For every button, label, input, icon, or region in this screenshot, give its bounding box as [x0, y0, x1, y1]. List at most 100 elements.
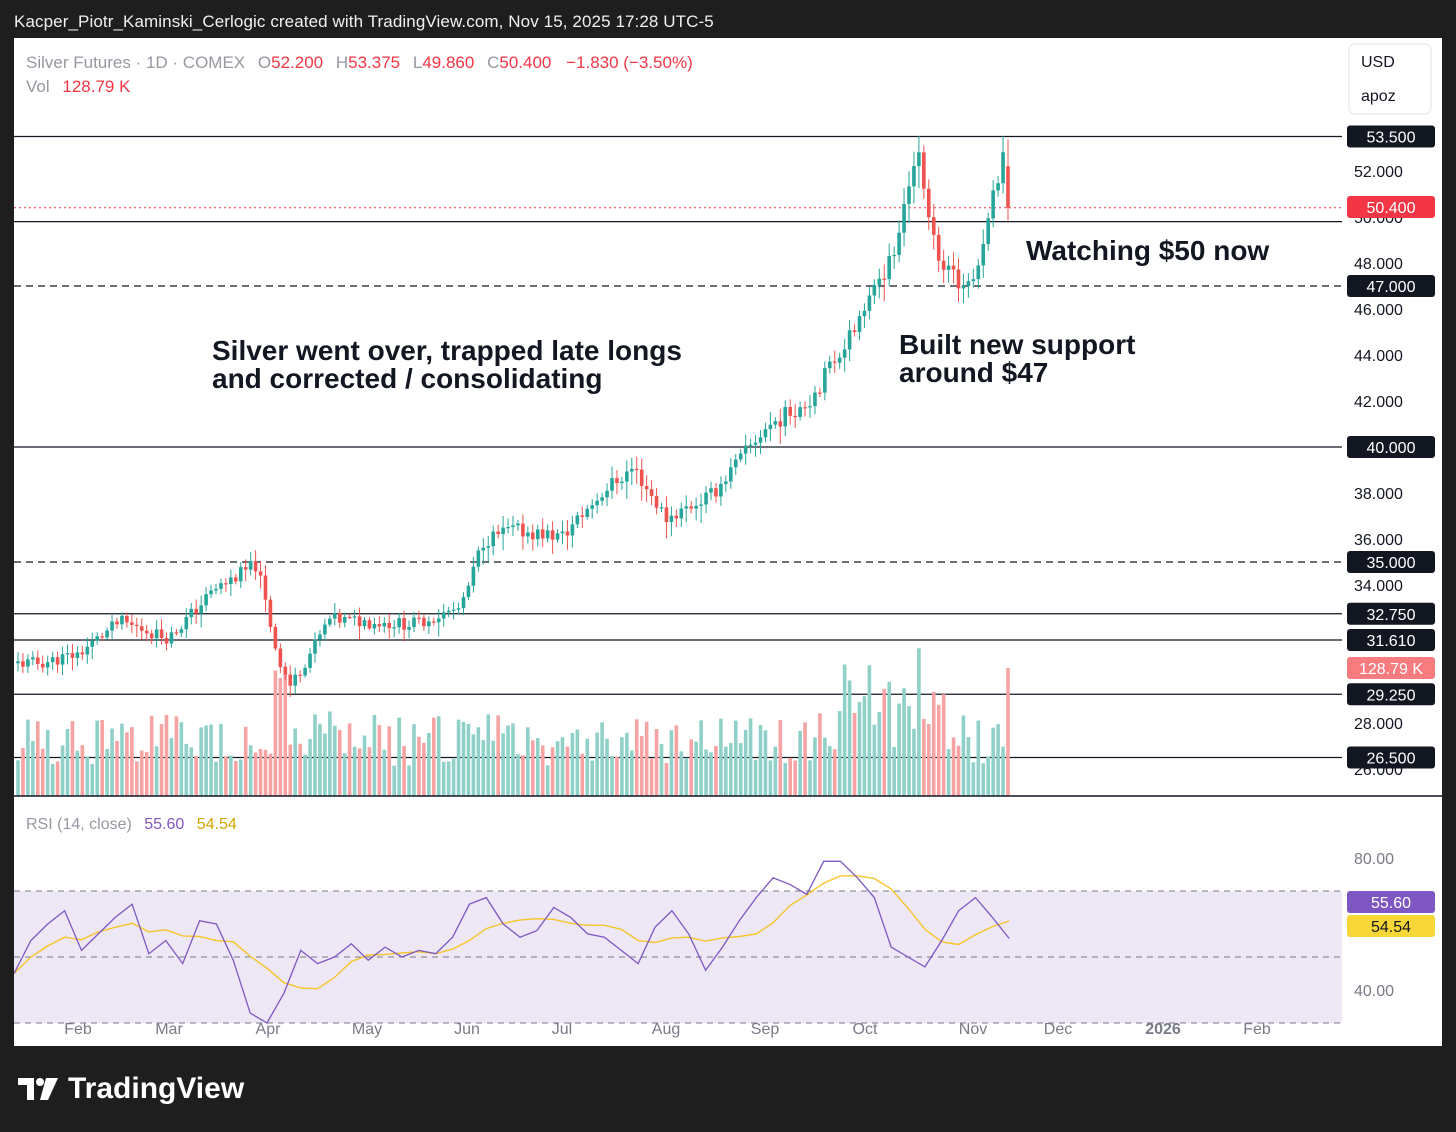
candle-body [892, 254, 896, 257]
volume-bar [689, 739, 693, 796]
price-tick-label: 38.000 [1354, 486, 1403, 503]
candle-body [674, 515, 679, 519]
volume-bar [50, 763, 55, 796]
volume-bar [179, 722, 184, 796]
volume-bar [976, 720, 981, 796]
currency-unit[interactable]: USD [1361, 54, 1395, 71]
candle-body [788, 407, 792, 416]
volume-bar [248, 745, 253, 796]
candle-body [422, 617, 426, 627]
candle-body [392, 627, 396, 629]
candle-body [837, 357, 842, 363]
price-tick-label: 34.000 [1354, 578, 1403, 595]
volume-bar [451, 758, 456, 796]
annotation-left-line1: Silver went over, trapped late longs [212, 335, 682, 366]
candle-body [555, 533, 560, 540]
volume-bar [941, 694, 946, 796]
candle-body [397, 618, 401, 628]
volume-legend: Vol 128.79 K [26, 77, 131, 96]
candle-body [738, 453, 743, 460]
volume-bar [575, 729, 580, 796]
tradingview-logo-icon [18, 1078, 58, 1100]
volume-bar [491, 740, 495, 796]
rsi-line [14, 860, 1010, 1024]
volume-bar [21, 747, 25, 796]
currency-label[interactable]: apoz [1361, 88, 1396, 105]
tradingview-logo[interactable]: TradingView [18, 1072, 244, 1106]
volume-bar [625, 732, 629, 796]
volume-bar [887, 681, 891, 796]
currency-box[interactable] [1348, 43, 1432, 115]
candle-body [897, 232, 901, 255]
volume-bar [342, 753, 347, 796]
chart-canvas[interactable]: 53.500 47.000 40.000 35.000 32.750 31.610 29.2… [14, 38, 1442, 1046]
candle-body [931, 217, 936, 235]
candle-body [729, 467, 733, 482]
volume-bar [788, 757, 792, 796]
volume-bar [877, 711, 882, 796]
volume-bar [263, 749, 268, 796]
candle-body [842, 349, 847, 358]
volume-bar [85, 756, 90, 796]
level-tag [1347, 628, 1435, 651]
volume-bar [392, 765, 396, 796]
volume-bar [778, 719, 783, 796]
candle-body [748, 444, 753, 446]
last-price-label: 50.400 [1347, 196, 1435, 218]
candle-body [40, 663, 45, 668]
candle-body [31, 657, 35, 660]
candle-body [120, 615, 124, 625]
candle-body [65, 653, 70, 655]
volume-bar [620, 737, 624, 796]
volume-bar [298, 743, 302, 796]
candle-body [798, 407, 802, 417]
volume-bar [768, 760, 773, 796]
volume-bar [164, 714, 169, 796]
annotation-left-line2: and corrected / consolidating [212, 363, 603, 394]
candle-body [659, 507, 664, 509]
candle-body [313, 639, 317, 654]
candle-body [902, 203, 906, 233]
candle-body [16, 661, 20, 664]
candle-body [268, 599, 273, 627]
volume-bar [634, 719, 639, 796]
volume-bar [961, 715, 966, 796]
candle-body [95, 636, 99, 641]
volume-bar [580, 753, 585, 796]
volume-bar [75, 750, 80, 796]
candle-body [927, 188, 931, 218]
volume-bar [481, 740, 486, 796]
volume-bar [783, 762, 788, 796]
volume-bar [996, 724, 1000, 796]
volume-bar [535, 738, 540, 796]
candle-body [625, 471, 629, 482]
volume-bar [902, 688, 906, 796]
candle-body [80, 652, 85, 655]
rsi-legend-label: RSI (14, close) [26, 816, 132, 833]
volume-bar [605, 738, 609, 796]
volume-bar [971, 762, 976, 796]
volume-bar [70, 721, 75, 796]
candle-body [189, 608, 194, 618]
candle-body [882, 278, 887, 280]
candle-body [337, 613, 342, 623]
candle-body [372, 624, 377, 629]
candle-body [763, 429, 768, 438]
chart-panel[interactable]: 53.500 47.000 40.000 35.000 32.750 31.610 29.2… [14, 38, 1442, 1046]
volume-bar [699, 720, 703, 796]
price-tick-label: 46.000 [1354, 302, 1403, 319]
candle-body [704, 492, 708, 505]
volume-bar [912, 728, 916, 796]
candle-body [377, 624, 382, 627]
volume-bar [441, 761, 446, 796]
candle-body [263, 575, 268, 600]
volume-bar [610, 756, 614, 796]
candle-body [521, 523, 525, 537]
volume-bar [709, 752, 713, 796]
legend-open-label: O [258, 53, 271, 72]
volume-bar [615, 756, 619, 796]
level-tag-text: 53.500 [1367, 130, 1416, 147]
candle-body [436, 618, 441, 623]
candle-body [669, 515, 674, 522]
candle-body [610, 478, 614, 491]
